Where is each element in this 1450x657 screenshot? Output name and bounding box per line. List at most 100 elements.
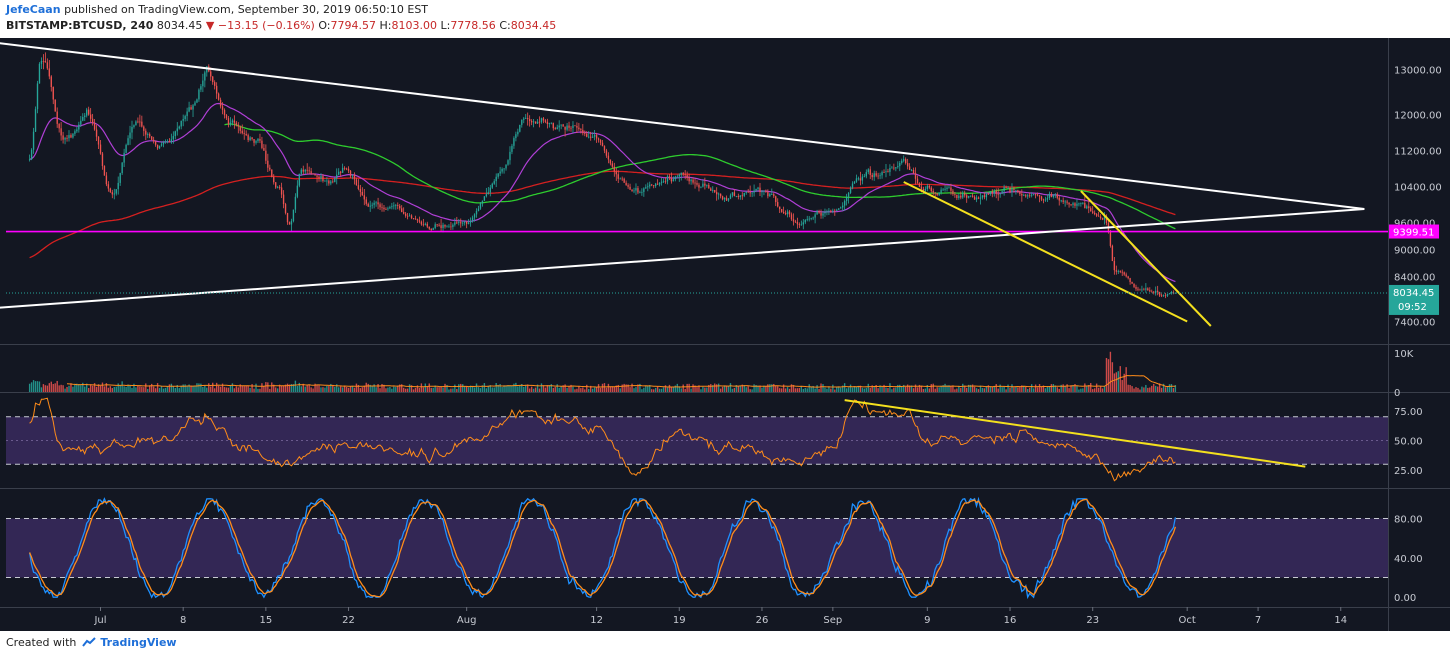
volume-bar [895,387,897,392]
candle-body [731,192,734,196]
volume-bar [121,381,123,392]
candle-body [725,197,728,201]
candle-body [371,204,373,206]
candle-body [1097,215,1100,217]
volume-bar [438,387,440,392]
candle-body [710,188,712,191]
volume-bar [670,387,673,392]
candle-body [300,169,302,174]
volume-bar [879,385,881,392]
candle-body [278,186,281,188]
volume-bar [30,382,33,392]
candle-body [629,186,631,190]
volume-bar [552,387,554,392]
volume-bar [176,384,178,392]
candle-body [576,126,578,128]
candle-body [780,209,783,212]
volume-bar [245,385,247,392]
volume-bar [755,384,757,392]
volume-bar [721,386,724,392]
volume-bar [1074,383,1076,392]
candle-body [761,191,763,193]
volume-bar [107,387,110,392]
candle-body [643,188,645,192]
volume-bar [495,383,497,392]
candle-body [137,121,139,123]
candle-body [505,164,507,169]
volume-bar [1042,385,1045,392]
volume-bar [780,388,783,392]
volume-bar [229,384,232,392]
volume-bar [1066,384,1068,392]
candle-body [546,121,549,125]
candle-body [834,210,836,212]
candle-body [76,129,78,132]
candle-body [572,125,574,128]
volume-bar [584,389,586,392]
candle-body [1003,187,1005,192]
candle-body [74,131,76,134]
volume-bar [875,385,877,392]
volume-bar [115,386,117,392]
close-label: C: [499,19,511,32]
candle-body [1105,216,1108,224]
volume-bar [641,389,643,392]
candle-body [139,121,141,123]
volume-bar [704,387,706,392]
volume-bar [586,384,588,392]
candle-body [174,131,176,137]
candle-body [113,193,115,195]
volume-bar [497,384,499,392]
chart-svg[interactable]: 13000.0012000.0011200.0010400.009600.009… [0,38,1450,631]
volume-bar [328,386,330,392]
candle-body [989,191,992,195]
volume-bar [275,387,277,392]
volume-bar [952,385,954,392]
candle-body [775,196,777,203]
candle-body [30,149,33,160]
volume-bar [1027,389,1029,392]
volume-bar [1129,384,1131,392]
candle-body [751,192,753,194]
time-tick-label: 22 [342,615,355,626]
volume-bar [1092,389,1094,392]
chart-area[interactable]: 13000.00 12000.00 11200.00 10400.00 9600.00 9… [0,38,1450,631]
candle-body [975,197,978,200]
candle-body [70,135,72,138]
candle-body [44,60,47,63]
tradingview-brand[interactable]: TradingView [100,636,177,649]
price-tick-label: 12000.00 [1394,111,1442,122]
volume-bar [117,383,119,392]
volume-bar [1170,384,1173,392]
volume-bar [450,388,452,392]
author-name[interactable]: JefeCaan [6,3,61,16]
candle-body [473,214,476,218]
volume-bar [944,383,946,392]
price-change: −13.15 (−0.16%) [217,19,315,32]
volume-bar [471,386,474,392]
candle-body [147,134,149,135]
volume-bar [751,389,753,392]
volume-bar [591,388,594,392]
candle-body [32,131,35,150]
volume-bar [332,385,334,392]
volume-bar [660,388,663,392]
candle-body [881,172,883,176]
volume-bar [109,386,112,392]
volume-bar [938,387,940,392]
candle-body [985,193,988,198]
volume-bar [1086,386,1088,392]
volume-bar [1036,387,1039,392]
volume-bar [719,388,722,392]
candle-body [1082,202,1084,204]
candle-body [1025,195,1027,197]
volume-bar [139,386,141,392]
volume-bar [702,386,704,392]
candle-body [1052,195,1055,197]
candle-body [324,180,326,182]
price-tick-label: 7400.00 [1394,318,1435,329]
volume-bar [1172,388,1175,392]
candle-body [1066,201,1068,203]
candle-body [867,169,869,173]
volume-bar [375,387,377,392]
